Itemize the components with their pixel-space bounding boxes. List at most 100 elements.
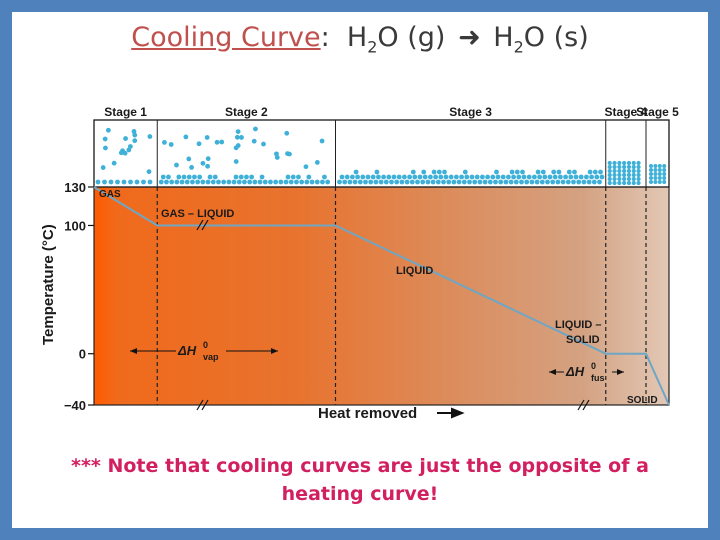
particle — [374, 169, 380, 175]
particle — [662, 172, 667, 176]
particle — [134, 179, 140, 185]
particle — [370, 174, 376, 180]
particle — [657, 172, 662, 176]
particle — [210, 179, 216, 185]
particle — [342, 179, 348, 185]
particle — [196, 141, 202, 147]
particle — [118, 150, 124, 156]
particle — [344, 174, 350, 180]
particle — [622, 180, 627, 186]
particle — [571, 179, 576, 185]
particle — [304, 179, 310, 185]
particle — [626, 176, 632, 182]
particle — [653, 172, 658, 176]
particle — [204, 135, 210, 140]
particle — [376, 174, 381, 180]
particle — [285, 151, 290, 157]
particle — [131, 129, 137, 134]
particle — [233, 159, 239, 164]
footnote: *** Note that cooling curves are just th… — [0, 452, 720, 508]
particle — [381, 174, 386, 180]
particle — [285, 174, 291, 180]
particle — [184, 179, 190, 185]
particle — [535, 169, 541, 175]
particle — [529, 179, 535, 185]
y-axis-label: Temperature (°C) — [40, 224, 57, 345]
particle — [257, 179, 263, 185]
particle — [389, 179, 394, 185]
particle — [306, 174, 312, 180]
particle — [519, 179, 524, 185]
plot-frame — [93, 119, 670, 406]
particle — [514, 169, 520, 175]
particle — [598, 169, 603, 175]
stage-label-2: Stage 2 — [225, 105, 268, 119]
particle — [347, 179, 353, 185]
particle — [448, 174, 454, 180]
particle — [622, 168, 627, 174]
particle — [516, 174, 522, 180]
particle — [631, 160, 636, 166]
title-colon: : — [320, 22, 330, 53]
particle — [485, 174, 490, 180]
particle — [100, 165, 106, 170]
particle — [273, 179, 279, 185]
svg-text:fus: fus — [591, 373, 605, 383]
particle — [566, 169, 572, 175]
particle — [539, 179, 545, 185]
particle — [325, 179, 331, 185]
particle — [456, 179, 462, 185]
cooling-curve-line — [93, 186, 670, 406]
particle — [550, 179, 556, 185]
svg-text:ΔH: ΔH — [177, 343, 197, 358]
particle — [581, 179, 587, 185]
particle — [205, 179, 211, 185]
particle — [262, 179, 268, 185]
particle — [462, 169, 468, 175]
title-highlight: Cooling Curve — [131, 22, 321, 53]
particle — [607, 176, 612, 182]
label-gas-liquid: GAS – LIQUID — [161, 208, 234, 220]
particle — [540, 169, 546, 175]
particle — [242, 179, 247, 185]
particle — [572, 169, 577, 175]
particle — [353, 169, 359, 175]
particle — [239, 135, 244, 140]
particle — [231, 179, 237, 185]
particle — [278, 179, 284, 185]
particle — [626, 172, 632, 178]
particle — [102, 136, 108, 142]
particle — [649, 172, 653, 176]
particle — [259, 174, 265, 180]
particle — [555, 179, 561, 185]
particle — [568, 174, 574, 180]
particle — [442, 169, 447, 175]
particle — [244, 174, 249, 180]
particle — [391, 174, 397, 180]
particle — [350, 174, 355, 180]
particle — [160, 174, 166, 180]
footnote-line-2: heating curve! — [281, 483, 439, 505]
particle — [443, 174, 449, 180]
particle — [653, 180, 658, 184]
particle — [586, 179, 592, 185]
particle — [322, 174, 327, 180]
particle — [545, 179, 550, 185]
particle — [662, 164, 667, 168]
particle — [612, 164, 617, 170]
particle — [436, 169, 442, 175]
particle — [657, 164, 662, 168]
particle — [495, 174, 501, 180]
particle — [498, 179, 504, 185]
particle — [653, 168, 658, 172]
particle — [622, 160, 627, 166]
particle — [607, 180, 612, 186]
particle — [506, 174, 511, 180]
particle — [290, 174, 296, 180]
particle — [205, 163, 210, 169]
particle — [662, 168, 667, 172]
particle — [409, 179, 415, 185]
particle — [235, 143, 241, 148]
particle — [221, 179, 227, 185]
particle — [597, 179, 602, 185]
